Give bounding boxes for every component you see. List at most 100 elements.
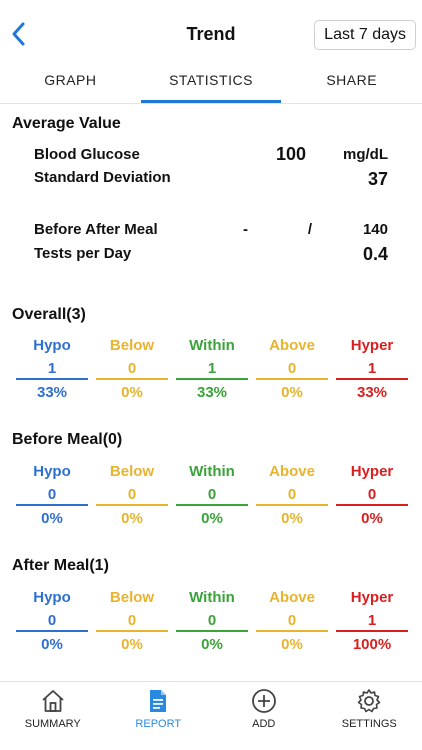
average-title: Average Value <box>12 115 121 132</box>
tab-graph[interactable]: GRAPH <box>44 72 97 88</box>
before-meal-grid: Hypo 0 0% Below 0 0% Within 0 0% Above 0 0% Hyper 0 0% <box>16 460 408 532</box>
count-below: 0 <box>96 358 168 380</box>
count-within: 0 <box>176 484 248 506</box>
date-range-button[interactable]: Last 7 days <box>314 20 416 50</box>
blood-glucose-unit: mg/dL <box>343 146 388 163</box>
nav-add-label: ADD <box>252 718 276 730</box>
category-label-above: Above <box>269 337 315 354</box>
percent-hypo: 0% <box>41 636 63 653</box>
percent-within: 33% <box>196 384 228 401</box>
std-dev-value: 37 <box>367 169 388 189</box>
stat-col-hyper: Hyper 1 100% <box>336 586 408 658</box>
category-label-hyper: Hyper <box>350 589 394 606</box>
category-label-within: Within <box>189 589 235 606</box>
count-below: 0 <box>96 610 168 632</box>
nav-report[interactable]: REPORT <box>106 682 212 750</box>
category-label-hypo: Hypo <box>33 589 71 606</box>
stat-col-above: Above 0 0% <box>256 334 328 406</box>
category-label-hypo: Hypo <box>33 337 71 354</box>
count-hypo: 0 <box>16 610 88 632</box>
stat-col-within: Within 1 33% <box>176 334 248 406</box>
stat-col-hypo: Hypo 1 33% <box>16 334 88 406</box>
count-hyper: 0 <box>336 484 408 506</box>
category-label-above: Above <box>269 463 315 480</box>
stat-col-above: Above 0 0% <box>256 460 328 532</box>
category-label-below: Below <box>109 589 155 606</box>
stat-col-below: Below 0 0% <box>96 586 168 658</box>
stat-col-within: Within 0 0% <box>176 460 248 532</box>
count-hyper: 1 <box>336 358 408 380</box>
percent-hypo: 33% <box>36 384 68 401</box>
percent-below: 0% <box>121 636 143 653</box>
overall-grid: Hypo 1 33% Below 0 0% Within 1 33% Above 0 0% Hyper 1… <box>16 334 408 406</box>
stat-col-below: Below 0 0% <box>96 334 168 406</box>
percent-within: 0% <box>201 636 223 653</box>
category-label-within: Within <box>189 463 235 480</box>
percent-hyper: 0% <box>361 510 383 527</box>
nav-summary-label: SUMMARY <box>24 718 81 730</box>
nav-add[interactable]: ADD <box>211 682 317 750</box>
category-label-above: Above <box>269 589 315 606</box>
page-title: Trend <box>186 24 236 44</box>
tests-per-day-row: Tests per Day 0.4 <box>34 244 388 267</box>
count-above: 0 <box>256 484 328 506</box>
blood-glucose-value: 100 <box>275 144 306 164</box>
stat-col-hyper: Hyper 1 33% <box>336 334 408 406</box>
overall-title: Overall(3) <box>12 306 86 323</box>
home-icon <box>42 690 64 712</box>
percent-hypo: 0% <box>41 510 63 527</box>
tests-per-day-label: Tests per Day <box>34 245 132 262</box>
chevron-left-icon <box>12 22 25 46</box>
count-hypo: 1 <box>16 358 88 380</box>
percent-hyper: 100% <box>352 636 392 653</box>
count-above: 0 <box>256 358 328 380</box>
percent-within: 0% <box>201 510 223 527</box>
count-hypo: 0 <box>16 484 88 506</box>
gear-icon <box>357 689 381 713</box>
add-circle-icon <box>251 689 276 713</box>
tab-statistics[interactable]: STATISTICS <box>140 60 282 103</box>
category-label-below: Below <box>109 463 155 480</box>
count-within: 0 <box>176 610 248 632</box>
after-meal-value: 140 <box>362 221 388 238</box>
after-meal-grid: Hypo 0 0% Below 0 0% Within 0 0% Above 0 0% Hyper 1 10… <box>16 586 408 658</box>
percent-above: 0% <box>281 636 303 653</box>
tab-share[interactable]: SHARE <box>326 72 378 88</box>
count-within: 1 <box>176 358 248 380</box>
nav-settings-label: SETTINGS <box>341 718 397 730</box>
nav-summary[interactable]: SUMMARY <box>0 682 106 750</box>
count-below: 0 <box>96 484 168 506</box>
before-meal-title: Before Meal(0) <box>12 431 123 448</box>
percent-below: 0% <box>121 510 143 527</box>
stat-col-hypo: Hypo 0 0% <box>16 460 88 532</box>
std-dev-row: Standard Deviation 37 <box>34 169 388 191</box>
percent-above: 0% <box>281 384 303 401</box>
category-label-hyper: Hyper <box>350 337 394 354</box>
report-icon <box>150 690 167 712</box>
stat-col-hyper: Hyper 0 0% <box>336 460 408 532</box>
meal-separator: / <box>307 221 312 238</box>
percent-above: 0% <box>281 510 303 527</box>
category-label-below: Below <box>109 337 155 354</box>
count-hyper: 1 <box>336 610 408 632</box>
nav-report-label: REPORT <box>135 718 182 730</box>
nav-settings[interactable]: SETTINGS <box>317 682 422 750</box>
stat-col-below: Below 0 0% <box>96 460 168 532</box>
before-meal-value: - <box>243 221 248 238</box>
count-above: 0 <box>256 610 328 632</box>
tab-bar: GRAPH STATISTICS SHARE <box>0 60 422 104</box>
stat-col-hypo: Hypo 0 0% <box>16 586 88 658</box>
std-dev-label: Standard Deviation <box>34 169 171 186</box>
before-after-label: Before After Meal <box>34 221 158 238</box>
stat-col-above: Above 0 0% <box>256 586 328 658</box>
top-bar: Trend Last 7 days <box>0 0 422 60</box>
back-button[interactable] <box>8 20 30 48</box>
blood-glucose-row: Blood Glucose 100 mg/dL <box>34 144 388 168</box>
category-label-hyper: Hyper <box>350 463 394 480</box>
percent-hyper: 33% <box>356 384 388 401</box>
before-after-row: Before After Meal - / 140 <box>34 221 388 243</box>
after-meal-title: After Meal(1) <box>12 557 109 574</box>
tests-per-day-value: 0.4 <box>362 244 388 264</box>
category-label-hypo: Hypo <box>33 463 71 480</box>
bottom-nav: SUMMARY REPORT ADD SETTINGS <box>0 681 422 750</box>
